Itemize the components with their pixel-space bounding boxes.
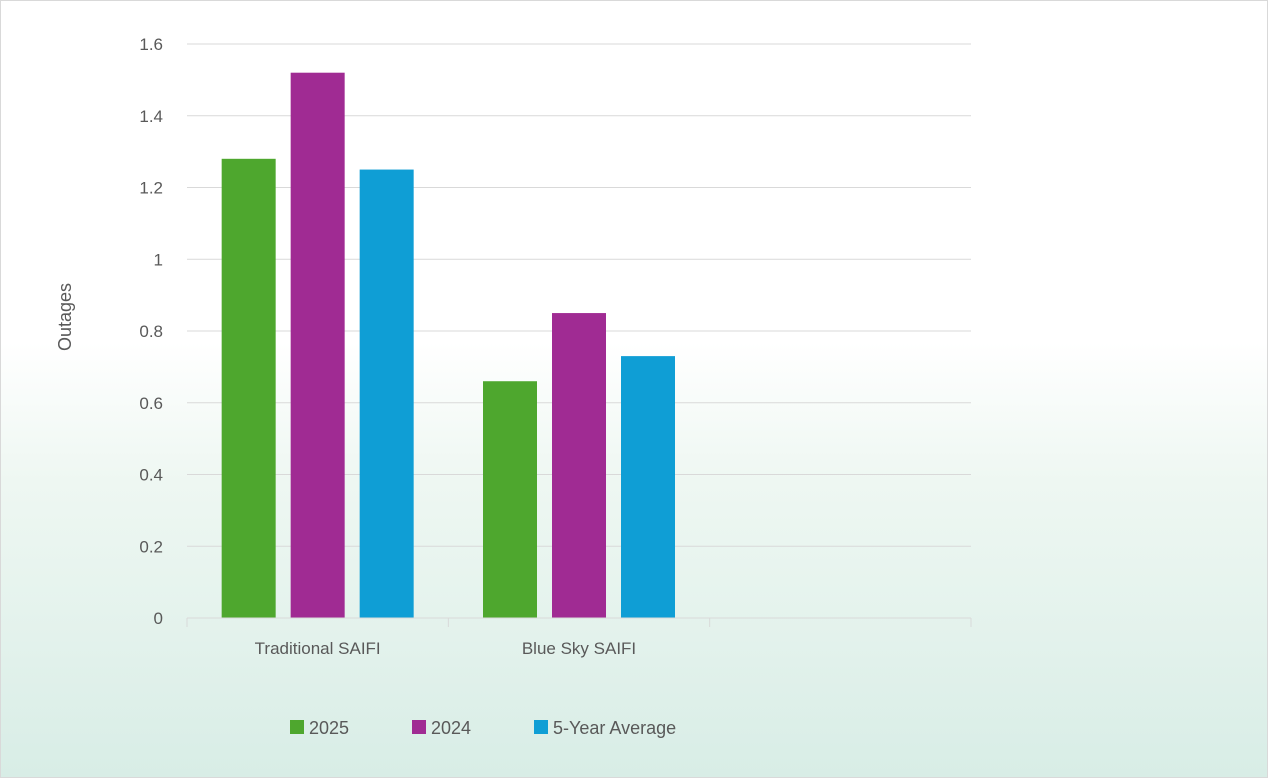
- y-tick-label: 1.6: [139, 35, 163, 54]
- y-tick-labels: 0 0.2 0.4 0.6 0.8 1 1.2 1.4 1.6: [139, 35, 163, 628]
- legend: 2025 2024 5-Year Average: [290, 718, 676, 738]
- legend-label: 2025: [309, 718, 349, 738]
- y-tick-label: 0.6: [139, 394, 163, 413]
- y-tick-label: 1.2: [139, 179, 163, 198]
- y-tick-label: 1: [154, 250, 163, 269]
- bar-5-year-average-0: [359, 169, 414, 618]
- legend-swatch: [290, 720, 304, 734]
- x-tick-labels: Traditional SAIFI Blue Sky SAIFI: [255, 639, 636, 658]
- axes: [186, 617, 972, 627]
- y-tick-label: 0.2: [139, 537, 163, 556]
- bar-2025-1: [483, 381, 537, 618]
- legend-swatch: [534, 720, 548, 734]
- y-tick-label: 1.4: [139, 107, 163, 126]
- y-axis-title: Outages: [55, 283, 75, 351]
- bar-2025-0: [221, 158, 276, 619]
- x-tick-label: Traditional SAIFI: [255, 639, 381, 658]
- y-tick-label: 0: [154, 609, 163, 628]
- bar-2024-0: [290, 72, 345, 618]
- bar-5-year-average-1: [621, 356, 675, 618]
- y-tick-label: 0.4: [139, 466, 163, 485]
- y-tick-label: 0.8: [139, 322, 163, 341]
- legend-label: 5-Year Average: [553, 718, 676, 738]
- legend-swatch: [412, 720, 426, 734]
- bars: [221, 72, 675, 619]
- bar-2024-1: [552, 313, 606, 618]
- x-tick-label: Blue Sky SAIFI: [522, 639, 636, 658]
- legend-label: 2024: [431, 718, 471, 738]
